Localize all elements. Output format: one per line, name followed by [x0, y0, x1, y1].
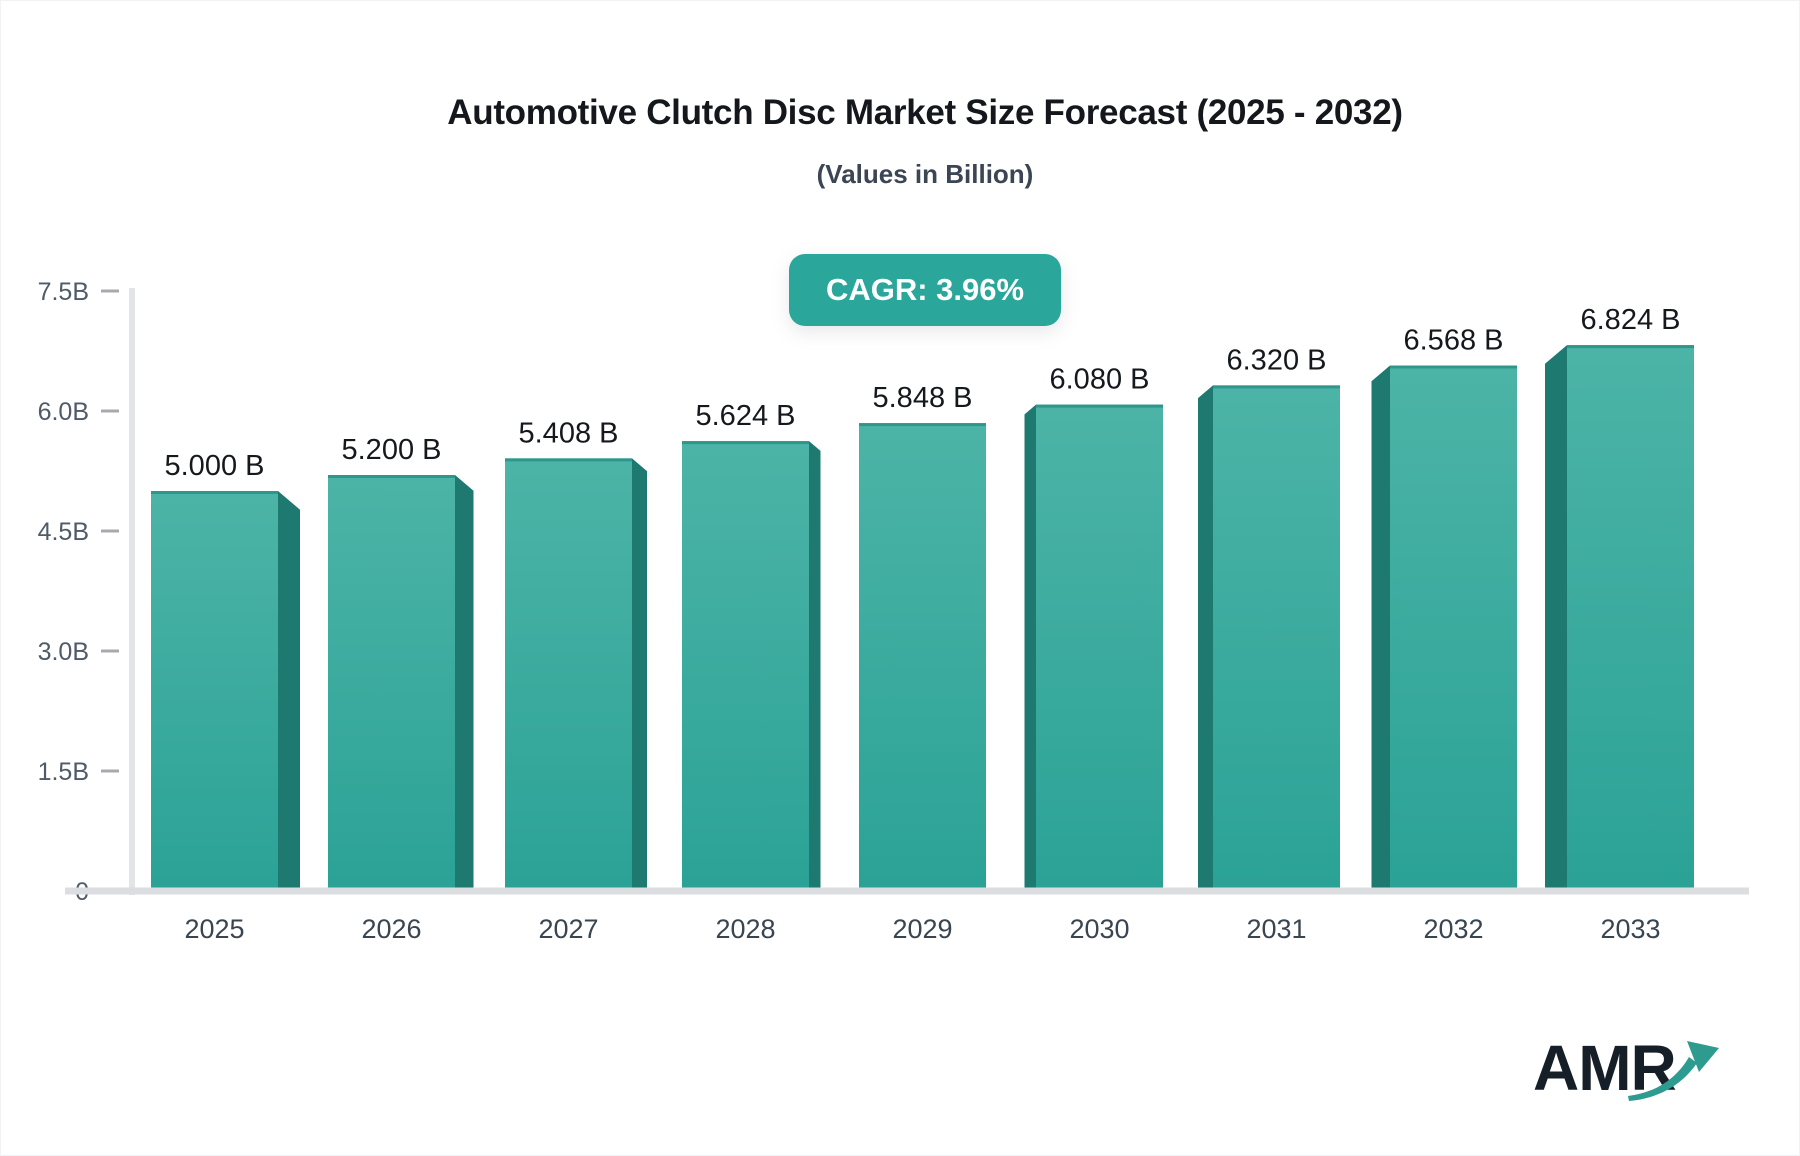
y-axis-label: 3.0B — [38, 638, 89, 666]
bar-front-face — [505, 458, 632, 891]
bar-side-face — [1371, 365, 1390, 891]
bar-front-face — [859, 423, 986, 891]
bar-front-face — [1567, 345, 1694, 892]
bar-2025: 5.000 B 2025 — [151, 450, 300, 944]
bar-front-face — [1390, 365, 1517, 891]
bar-2033: 6.824 B 2033 — [1545, 304, 1694, 944]
bar-side-face — [278, 491, 300, 891]
bar-front-face — [1213, 385, 1340, 891]
y-axis-label: 4.5B — [38, 518, 89, 546]
bar-value-label: 5.200 B — [342, 434, 442, 466]
bar-2028: 5.624 B 2028 — [682, 400, 821, 944]
bar-side-face — [1545, 345, 1567, 892]
x-axis-label: 2031 — [1246, 914, 1306, 944]
bar-side-face — [632, 458, 647, 891]
chart-title: Automotive Clutch Disc Market Size Forec… — [447, 93, 1403, 132]
cagr-badge-label: CAGR: 3.96% — [825, 272, 1025, 307]
cagr-badge: CAGR: 3.96% — [789, 254, 1061, 326]
bar-side-face — [809, 441, 821, 891]
x-axis-label: 2029 — [892, 914, 952, 944]
bar-2026: 5.200 B 2026 — [328, 434, 474, 944]
growth-arrow-icon — [1628, 1041, 1719, 1101]
x-axis-label: 2026 — [361, 914, 421, 944]
bar-value-label: 6.824 B — [1581, 304, 1681, 336]
chart-header: Automotive Clutch Disc Market Size Forec… — [51, 93, 1799, 190]
chart-subtitle: (Values in Billion) — [816, 159, 1034, 189]
bar-front-face — [151, 491, 278, 891]
x-axis-label: 2033 — [1600, 914, 1660, 944]
y-axis-label: 6.0B — [38, 398, 89, 426]
x-axis-label: 2028 — [715, 914, 775, 944]
x-axis-label: 2025 — [184, 914, 244, 944]
bar-2032: 6.568 B 2032 — [1371, 325, 1517, 944]
x-axis-label: 2032 — [1423, 914, 1483, 944]
bar-value-label: 5.848 B — [873, 382, 973, 414]
y-axis-label: 1.5B — [38, 758, 89, 786]
bar-side-face — [1198, 385, 1213, 891]
bar-side-face — [1024, 404, 1036, 891]
y-axis-label: 7.5B — [38, 278, 89, 306]
bar-2030: 6.080 B 2030 — [1024, 364, 1163, 944]
bar-value-label: 5.408 B — [519, 417, 619, 449]
bar-2029: 5.848 B 2029 — [859, 382, 986, 944]
x-axis-label: 2030 — [1069, 914, 1129, 944]
bar-front-face — [328, 475, 455, 891]
bar-front-face — [682, 441, 809, 891]
bar-value-label: 5.000 B — [165, 450, 265, 482]
bar-value-label: 6.568 B — [1404, 325, 1504, 357]
bar-value-label: 6.080 B — [1050, 364, 1150, 396]
bar-2031: 6.320 B 2031 — [1198, 344, 1340, 944]
bar-value-label: 5.624 B — [696, 400, 796, 432]
bar-value-label: 6.320 B — [1227, 344, 1327, 376]
bar-2027: 5.408 B 2027 — [505, 417, 647, 944]
amr-logo: AMR — [1533, 1029, 1723, 1109]
bar-side-face — [455, 475, 474, 891]
x-axis-label: 2027 — [538, 914, 598, 944]
bar-front-face — [1036, 404, 1163, 891]
